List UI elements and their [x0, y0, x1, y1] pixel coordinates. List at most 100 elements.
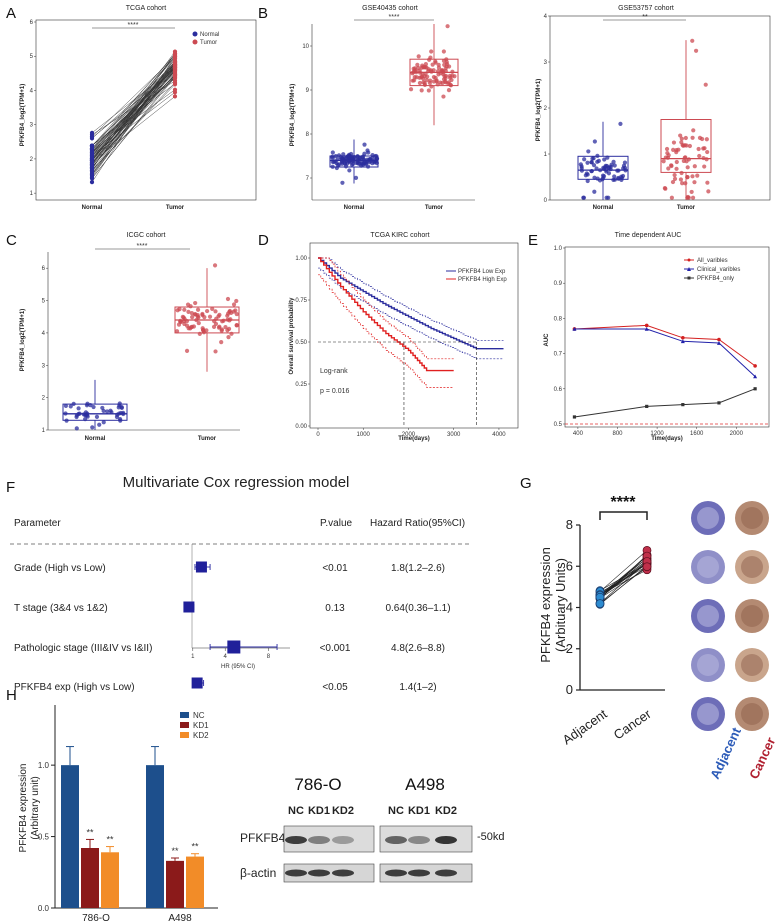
data-point	[234, 323, 239, 328]
sig-mark: **	[86, 827, 94, 837]
y-tick-label: 2	[566, 641, 573, 656]
tumor-point	[172, 90, 178, 95]
data-point	[701, 146, 706, 151]
panel-f: Multivariate Cox regression model Parame…	[10, 474, 470, 693]
data-point	[679, 170, 684, 176]
y-tick-label: 0.0	[38, 904, 50, 913]
data-point	[595, 176, 600, 181]
data-point	[204, 328, 209, 333]
data-point	[450, 73, 455, 78]
pair-line	[91, 76, 176, 161]
panel-b2-title: GSE53757 cohort	[618, 5, 674, 12]
y-tick-label: 10	[302, 44, 309, 50]
pair-line	[91, 56, 176, 183]
data-point	[666, 166, 671, 171]
normal-point	[89, 150, 95, 155]
data-point	[330, 156, 335, 161]
data-point	[195, 307, 201, 312]
pair-line	[91, 92, 176, 156]
data-point	[674, 159, 679, 165]
data-point	[685, 165, 690, 170]
data-point	[671, 140, 677, 145]
data-point	[702, 164, 707, 169]
sig-mark: **	[171, 846, 179, 856]
data-point	[359, 162, 365, 167]
y-tick-label: 4	[544, 14, 548, 20]
y-tick-label: 1	[30, 191, 34, 197]
panel-e-legend-all: All_varibles	[697, 258, 728, 264]
data-point	[76, 406, 81, 411]
data-point	[692, 164, 697, 169]
data-point	[416, 65, 421, 71]
data-point	[234, 298, 239, 304]
data-point	[609, 162, 614, 167]
bar	[101, 852, 119, 908]
y-tick-label: 0.5	[554, 422, 563, 428]
y-tick-label: 3	[544, 60, 548, 66]
wb-cellline-786o: 786-O	[294, 775, 341, 794]
panel-letter-b: B	[258, 5, 268, 22]
panel-letter-c: C	[6, 232, 17, 249]
panel-a-sig: ****	[128, 22, 139, 29]
data-point	[182, 321, 187, 327]
data-point	[441, 58, 447, 64]
x-tick-label: 2000	[730, 431, 744, 437]
ihc-adjacent-texture	[697, 654, 719, 676]
data-point	[578, 162, 583, 167]
data-point	[344, 161, 350, 166]
data-point	[213, 309, 218, 314]
pair-line	[91, 67, 176, 149]
normal-point	[89, 175, 95, 181]
normal-point	[89, 130, 95, 135]
panel-a-frame	[35, 19, 257, 201]
data-point	[678, 133, 683, 138]
panel-h-ylabel2: (Arbitrary unit)	[30, 776, 41, 839]
pair-line	[91, 66, 176, 164]
data-point	[213, 349, 218, 354]
data-point	[690, 195, 696, 200]
auc-point	[680, 339, 685, 344]
pair-line	[91, 77, 176, 166]
data-point	[704, 137, 709, 142]
panel-b2-ylabel: PFKFB4_log2(TPM+1)	[536, 79, 542, 142]
data-point	[705, 180, 710, 185]
y-tick-label: 6	[30, 20, 34, 26]
data-point	[94, 414, 100, 419]
sig-mark: **	[106, 835, 114, 845]
forest-row-hr: 1.4(1–2)	[399, 682, 436, 693]
auc-point	[572, 326, 577, 331]
panel-c-boxes	[62, 268, 240, 430]
ihc-cancer-tile	[735, 599, 769, 633]
data-point	[590, 156, 595, 161]
y-tick-label: 3	[42, 363, 46, 369]
data-point	[362, 151, 367, 156]
panel-h-y-ticks: 0.0 0.5 1.0	[38, 761, 55, 913]
data-point	[213, 321, 219, 327]
y-tick-label: 0.50	[295, 340, 307, 346]
wb-marker-50kd: -50kd	[477, 831, 505, 843]
data-point	[231, 302, 237, 307]
forest-hr-point	[183, 601, 195, 613]
data-point	[603, 165, 608, 170]
panel-g-ylabel2: (Arbituary Units)	[553, 558, 568, 652]
data-point	[201, 328, 206, 333]
panel-c-ylabel: PFKFB4_log2(TPM+1)	[20, 309, 26, 372]
data-point	[219, 328, 224, 333]
data-point	[678, 177, 684, 182]
wb-band-actin	[385, 869, 407, 877]
bar	[186, 856, 204, 908]
pair-line	[91, 69, 176, 175]
data-point	[706, 189, 711, 194]
data-point	[97, 422, 102, 427]
data-point	[687, 143, 692, 149]
panel-a-xcat-tumor: Tumor	[166, 205, 185, 211]
data-point	[591, 163, 597, 168]
panel-f-xlabel: HR (95% CI)	[221, 664, 255, 670]
wb-lane-labels: NC KD1 KD2 NC KD1 KD2	[288, 805, 457, 817]
tumor-point	[172, 59, 178, 64]
data-point	[355, 160, 360, 165]
x-tick-label: 4	[224, 654, 228, 660]
y-tick-label: 8	[306, 132, 310, 138]
data-point	[210, 306, 215, 311]
y-tick-label: 0.6	[554, 387, 563, 393]
